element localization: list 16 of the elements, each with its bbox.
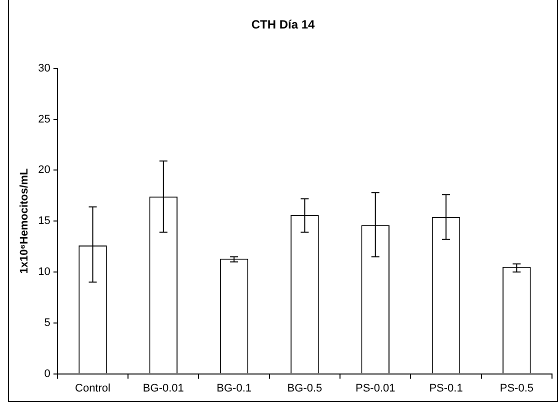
- y-axis-title: 1x10⁶Hemocitos/mL: [18, 168, 31, 274]
- x-tick-label: BG-0.01: [142, 382, 184, 394]
- y-tick-label: 5: [44, 316, 50, 329]
- y-tick-label: 30: [38, 62, 50, 74]
- x-tick-label: BG-0.5: [287, 382, 322, 394]
- x-tick-label: PS-0.1: [429, 382, 463, 394]
- y-tick-label: 25: [38, 113, 50, 126]
- y-tick-label: 20: [38, 164, 50, 176]
- x-tick-label: PS-0.01: [355, 382, 396, 394]
- x-tick-label: BG-0.1: [216, 382, 252, 394]
- x-tick-label: PS-0.5: [500, 382, 534, 394]
- chart-title: CTH Día 14: [251, 18, 315, 32]
- x-tick-label: Control: [75, 382, 110, 394]
- y-tick-label: 0: [44, 368, 50, 380]
- y-tick-label: 10: [38, 266, 50, 278]
- y-tick-label: 15: [38, 215, 50, 228]
